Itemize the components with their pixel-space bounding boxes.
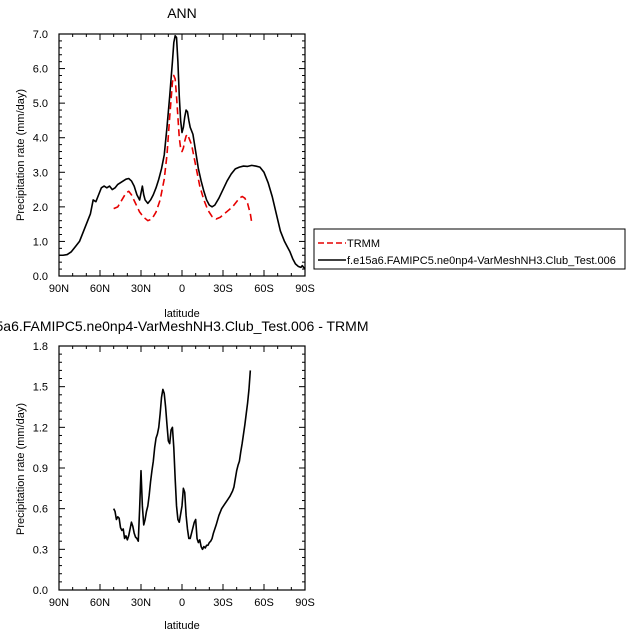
plot-frame [58, 33, 306, 277]
y-tick-label: 0.0 [33, 271, 48, 283]
x-axis-label: latitude [164, 308, 199, 320]
y-tick-label: 6.0 [33, 64, 48, 76]
chart-title: ANN [167, 5, 197, 21]
series-line-1 [112, 370, 252, 551]
x-tick-label: 60S [254, 597, 274, 609]
difference-precipitation-plot: 5a6.FAMIPC5.ne0np4-VarMeshNH3.Club_Test.… [0, 318, 368, 632]
series-line-1 [113, 74, 253, 223]
x-tick-label: 0 [179, 597, 185, 609]
y-tick-label: 1.2 [33, 422, 48, 434]
x-tick-label: 60N [90, 597, 110, 609]
legend-label-trmm: TRMM [347, 238, 380, 250]
y-tick-label: 0.6 [33, 504, 48, 516]
plot-frame [58, 345, 306, 591]
legend-label-model: f.e15a6.FAMIPC5.ne0np4-VarMeshNH3.Club_T… [347, 255, 616, 267]
legend: TRMM f.e15a6.FAMIPC5.ne0np4-VarMeshNH3.C… [313, 228, 626, 270]
x-tick-label: 30N [131, 283, 151, 295]
chart-title-difference: 5a6.FAMIPC5.ne0np4-VarMeshNH3.Club_Test.… [0, 318, 368, 334]
y-tick-label: 2.0 [33, 202, 48, 214]
x-tick-label: 90S [295, 283, 315, 295]
x-axis-label: latitude [164, 620, 199, 632]
y-tick-label: 0.3 [33, 544, 48, 556]
y-axis-label: Precipitation rate (mm/day) [15, 403, 27, 535]
y-tick-label: 3.0 [33, 167, 48, 179]
y-axis-label: Precipitation rate (mm/day) [15, 89, 27, 221]
y-tick-label: 1.0 [33, 236, 48, 248]
y-tick-label: 5.0 [33, 98, 48, 110]
y-tick-label: 0.9 [33, 463, 48, 475]
x-tick-label: 60S [254, 283, 274, 295]
x-tick-label: 60N [90, 283, 110, 295]
x-tick-label: 0 [179, 283, 185, 295]
x-tick-label: 30S [213, 597, 233, 609]
x-tick-label: 30S [213, 283, 233, 295]
x-tick-label: 90S [295, 597, 315, 609]
y-tick-label: 0.0 [33, 585, 48, 597]
y-tick-label: 1.5 [33, 382, 48, 394]
x-tick-label: 30N [131, 597, 151, 609]
legend-box [313, 228, 626, 270]
y-tick-label: 4.0 [33, 133, 48, 145]
y-tick-label: 1.8 [33, 341, 48, 353]
x-tick-label: 90N [49, 597, 69, 609]
x-tick-label: 90N [49, 283, 69, 295]
series-line-2 [59, 34, 306, 270]
mean-precipitation-plot: ANN latitude Precipitation rate (mm/day)… [15, 5, 315, 320]
y-tick-label: 7.0 [33, 29, 48, 41]
